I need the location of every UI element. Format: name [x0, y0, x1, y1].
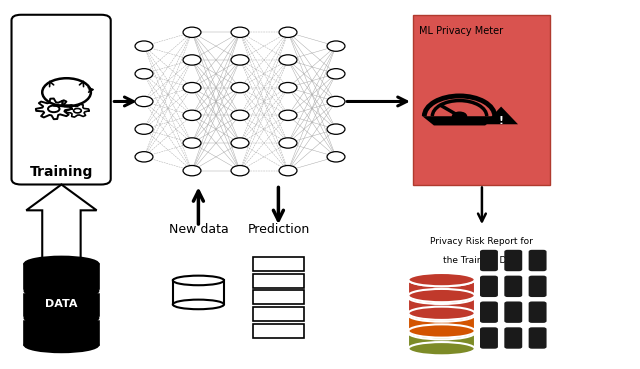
- FancyBboxPatch shape: [12, 15, 111, 184]
- Ellipse shape: [408, 308, 475, 322]
- Circle shape: [135, 41, 153, 51]
- Circle shape: [279, 165, 297, 176]
- Text: ML Privacy Meter: ML Privacy Meter: [419, 26, 503, 37]
- FancyBboxPatch shape: [504, 327, 522, 349]
- Bar: [408, 297, 475, 313]
- FancyBboxPatch shape: [480, 276, 498, 297]
- Bar: [253, 324, 304, 338]
- Bar: [253, 307, 304, 321]
- FancyBboxPatch shape: [504, 250, 522, 271]
- Bar: [24, 264, 99, 345]
- Bar: [413, 15, 550, 184]
- Circle shape: [183, 138, 201, 148]
- Circle shape: [231, 138, 249, 148]
- Polygon shape: [26, 184, 97, 262]
- Ellipse shape: [408, 324, 475, 338]
- Circle shape: [135, 69, 153, 79]
- Ellipse shape: [24, 311, 99, 325]
- Circle shape: [327, 152, 345, 162]
- Circle shape: [183, 165, 201, 176]
- Ellipse shape: [408, 273, 475, 286]
- FancyBboxPatch shape: [504, 276, 522, 297]
- Ellipse shape: [173, 300, 224, 309]
- Circle shape: [183, 27, 201, 38]
- Text: Prediction: Prediction: [247, 223, 310, 236]
- FancyBboxPatch shape: [504, 301, 522, 323]
- Circle shape: [231, 27, 249, 38]
- Ellipse shape: [408, 342, 475, 355]
- Ellipse shape: [408, 273, 475, 286]
- Ellipse shape: [24, 338, 99, 352]
- Text: !: !: [499, 116, 504, 126]
- Text: New data: New data: [168, 223, 228, 236]
- Ellipse shape: [408, 307, 475, 320]
- Bar: [253, 257, 304, 271]
- Ellipse shape: [408, 326, 475, 339]
- Circle shape: [327, 41, 345, 51]
- Circle shape: [183, 83, 201, 93]
- Ellipse shape: [408, 291, 475, 304]
- Circle shape: [231, 55, 249, 65]
- Circle shape: [135, 96, 153, 107]
- Circle shape: [279, 27, 297, 38]
- Circle shape: [135, 124, 153, 134]
- Ellipse shape: [408, 289, 475, 302]
- Circle shape: [327, 96, 345, 107]
- Circle shape: [279, 110, 297, 120]
- Ellipse shape: [24, 283, 99, 298]
- Text: Privacy Risk Report for: Privacy Risk Report for: [431, 237, 533, 246]
- Bar: [408, 280, 475, 296]
- FancyBboxPatch shape: [529, 250, 547, 271]
- Bar: [173, 280, 224, 304]
- FancyBboxPatch shape: [529, 301, 547, 323]
- Circle shape: [279, 83, 297, 93]
- Polygon shape: [484, 107, 518, 124]
- Circle shape: [231, 110, 249, 120]
- Circle shape: [135, 152, 153, 162]
- FancyBboxPatch shape: [529, 327, 547, 349]
- Circle shape: [452, 112, 467, 120]
- Text: DATA: DATA: [45, 299, 77, 310]
- Circle shape: [327, 124, 345, 134]
- FancyBboxPatch shape: [480, 301, 498, 323]
- FancyBboxPatch shape: [480, 250, 498, 271]
- Ellipse shape: [173, 276, 224, 285]
- Circle shape: [327, 69, 345, 79]
- Ellipse shape: [24, 256, 99, 271]
- Circle shape: [183, 110, 201, 120]
- FancyBboxPatch shape: [480, 327, 498, 349]
- Bar: [253, 274, 304, 288]
- Polygon shape: [422, 116, 497, 125]
- Text: Training: Training: [29, 165, 93, 179]
- Bar: [253, 290, 304, 304]
- Text: the Training Data: the Training Data: [443, 256, 521, 265]
- Circle shape: [183, 55, 201, 65]
- Bar: [408, 333, 475, 349]
- Circle shape: [231, 165, 249, 176]
- Circle shape: [279, 138, 297, 148]
- Bar: [408, 315, 475, 331]
- FancyBboxPatch shape: [529, 276, 547, 297]
- Circle shape: [231, 83, 249, 93]
- Circle shape: [279, 55, 297, 65]
